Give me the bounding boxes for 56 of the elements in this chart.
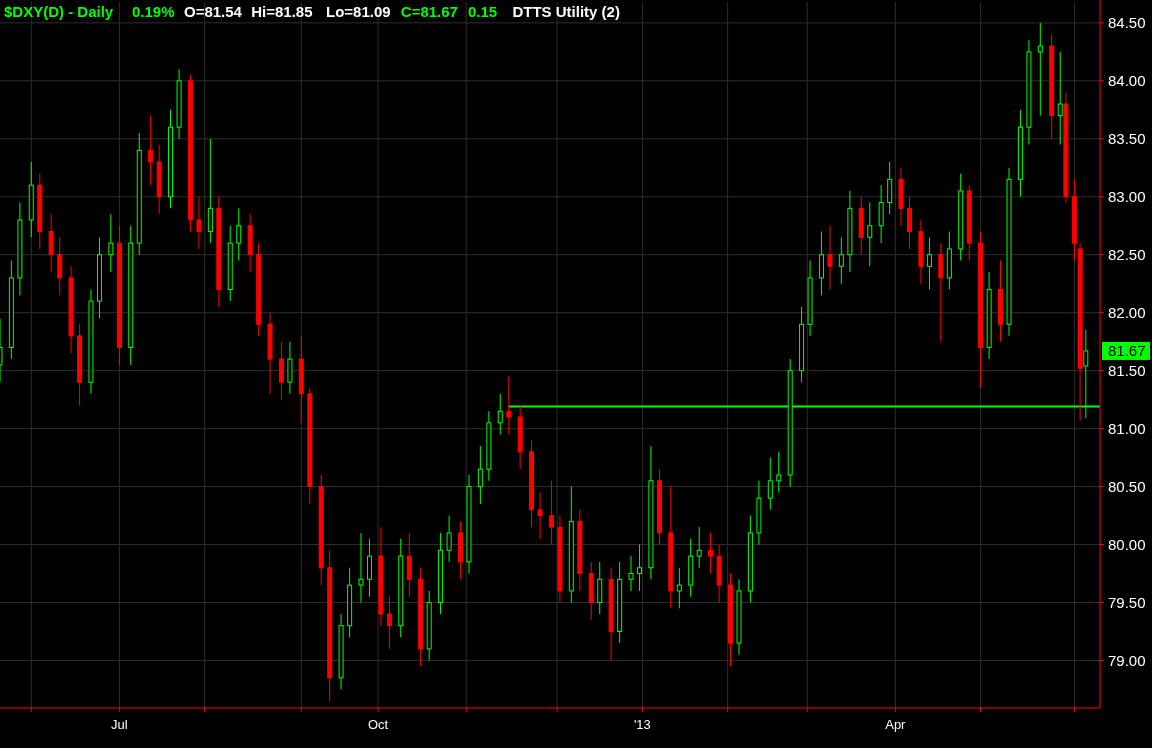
- candlestick: [1037, 22, 1043, 117]
- y-tick-label: 84.50: [1108, 14, 1146, 32]
- candlestick: [548, 480, 554, 546]
- candlestick: [696, 526, 702, 569]
- y-tick-label: 80.50: [1108, 477, 1146, 495]
- candlestick: [676, 567, 682, 609]
- candlestick: [406, 532, 412, 598]
- y-tick-label: 83.50: [1108, 130, 1146, 148]
- candlestick: [287, 341, 293, 395]
- candlestick: [506, 375, 512, 435]
- y-tick-label: 84.00: [1108, 72, 1146, 90]
- x-tick-label: Oct: [367, 717, 389, 732]
- candlestick: [597, 561, 603, 615]
- x-tick-label: '13: [633, 717, 651, 732]
- y-tick-label: 81.50: [1108, 361, 1146, 379]
- candlestick: [148, 115, 154, 186]
- y-tick-label: 83.00: [1108, 188, 1146, 206]
- x-tick-label: Jul: [111, 717, 128, 732]
- candlestick: [196, 196, 202, 250]
- candlestick: [827, 225, 833, 290]
- candlestick: [838, 236, 844, 285]
- y-tick-label: 82.50: [1108, 245, 1146, 263]
- candlestick: [637, 544, 643, 592]
- candlestick: [358, 532, 364, 604]
- candlestick: [207, 138, 213, 244]
- candlestick: [537, 491, 543, 540]
- candlestick: [767, 457, 773, 511]
- y-tick-label: 82.00: [1108, 303, 1146, 321]
- candlestick: [57, 236, 63, 296]
- candlestick: [497, 393, 503, 435]
- chart-title: $DXY(D) - Daily 0.19% O=81.54 Hi=81.85 Lo=81.09 C=81.67 0.15 DTTS Utility (2): [4, 3, 620, 20]
- candlestick: [887, 161, 893, 215]
- candlestick: [1057, 51, 1063, 146]
- candlestick: [628, 555, 634, 592]
- candlestick: [477, 445, 483, 505]
- text: 81.67: [1108, 342, 1146, 360]
- y-tick-label: 81.00: [1108, 419, 1146, 437]
- y-tick-label: 79.00: [1108, 651, 1146, 669]
- candlestick: [907, 196, 913, 250]
- y-tick-label: 79.50: [1108, 593, 1146, 611]
- candlestick: [446, 515, 452, 563]
- candlestick: [708, 532, 714, 575]
- candlestick: [867, 202, 873, 267]
- candlestick: [926, 236, 932, 290]
- candlestick: [386, 596, 392, 650]
- y-tick-label: 80.00: [1108, 535, 1146, 553]
- candlestick: [938, 242, 944, 343]
- candlestick: [818, 231, 824, 296]
- candlestick: [878, 184, 884, 244]
- candlestick: [48, 213, 54, 273]
- x-tick-label: Apr: [885, 717, 907, 732]
- candlestick: [108, 213, 114, 273]
- candlestick: [367, 538, 373, 598]
- candlestick: [278, 341, 284, 401]
- candlestick: [236, 207, 242, 262]
- candlestick: [776, 451, 782, 493]
